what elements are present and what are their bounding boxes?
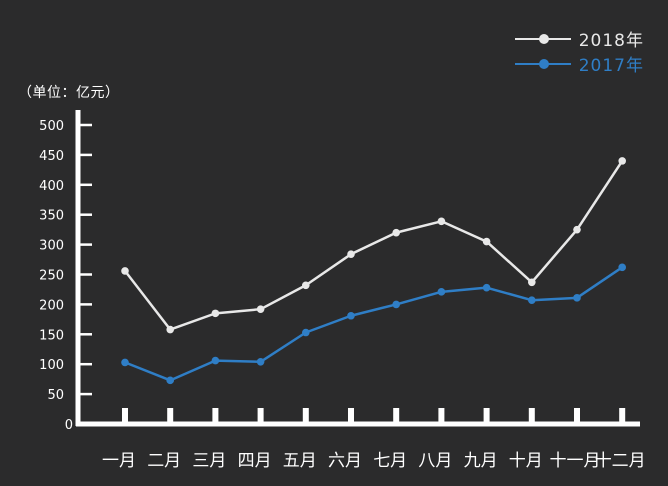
y-tick-label-400: 400 <box>39 179 64 194</box>
series-1-point-10 <box>528 296 536 305</box>
x-tick-label-12: 十二月 <box>595 451 646 471</box>
series-0-point-6 <box>347 250 355 258</box>
x-tick-label-1: 一月 <box>102 451 136 471</box>
series-0-point-5 <box>302 281 310 290</box>
series-0-point-12 <box>618 157 626 165</box>
legend-label-2018: 2018年 <box>578 31 644 51</box>
x-tick-6 <box>348 408 354 424</box>
x-tick-label-5: 五月 <box>283 451 317 471</box>
series-1-point-1 <box>121 358 129 367</box>
x-tick-3 <box>212 408 219 424</box>
x-tick-2 <box>167 408 174 424</box>
x-tick-1 <box>122 408 128 424</box>
y-tick-label-200: 200 <box>39 298 64 313</box>
x-tick-label-9: 九月 <box>464 451 498 471</box>
series-1-point-8 <box>437 288 446 296</box>
series-1-point-9 <box>482 283 491 292</box>
series-0-point-9 <box>482 237 491 246</box>
x-tick-10 <box>528 408 535 424</box>
x-tick-label-4: 四月 <box>238 451 272 471</box>
x-tick-9 <box>483 408 490 424</box>
x-tick-label-6: 六月 <box>328 451 362 471</box>
series-line-1 <box>124 266 623 382</box>
series-0-point-3 <box>211 309 220 318</box>
legend-label-2017: 2017年 <box>578 56 644 76</box>
series-0-point-7 <box>392 228 401 237</box>
series-1-point-4 <box>256 358 265 366</box>
series-1-point-12 <box>618 263 626 272</box>
x-tick-4 <box>257 408 264 424</box>
y-tick-label-250: 250 <box>39 269 64 284</box>
x-tick-label-7: 七月 <box>373 451 407 471</box>
series-0-point-11 <box>573 225 581 234</box>
y-tick-label-50: 50 <box>47 388 64 403</box>
series-0-point-4 <box>256 305 265 313</box>
series-0-point-1 <box>121 267 129 275</box>
series-1-point-5 <box>302 328 310 337</box>
y-tick-label-300: 300 <box>39 239 64 254</box>
y-tick-label-350: 350 <box>39 209 64 224</box>
x-tick-12 <box>619 408 626 424</box>
series-1-point-3 <box>211 356 220 365</box>
series-1-point-7 <box>392 300 401 309</box>
legend-line-2018 <box>514 33 571 44</box>
y-tick-label-100: 100 <box>39 358 64 373</box>
y-tick-label-150: 150 <box>39 328 64 343</box>
series-1-point-2 <box>166 376 174 385</box>
series-1-point-11 <box>573 294 581 302</box>
y-tick-label-450: 450 <box>39 149 64 164</box>
unit-label: （单位：亿元） <box>18 85 120 101</box>
series-0-point-8 <box>437 217 446 226</box>
legend-item-2018: 2018年 <box>514 26 644 51</box>
series-1-point-6 <box>347 311 355 320</box>
series-0-point-10 <box>528 278 536 287</box>
legend-item-2017: 2017年 <box>514 51 644 76</box>
legend: 2018年 2017年 <box>514 26 644 76</box>
legend-marker-2017 <box>538 58 549 69</box>
x-tick-5 <box>302 408 309 424</box>
x-tick-label-10: 十月 <box>509 451 543 471</box>
series-line-0 <box>124 160 624 331</box>
x-tick-label-11: 十一月 <box>550 451 601 471</box>
x-tick-label-2: 二月 <box>147 451 181 471</box>
y-tick-label-0: 0 <box>65 418 73 433</box>
series-0-point-2 <box>166 325 174 334</box>
y-tick-label-500: 500 <box>39 119 64 134</box>
legend-line-2017 <box>514 58 571 69</box>
legend-marker-2018 <box>538 33 549 44</box>
x-tick-label-3: 三月 <box>192 451 226 471</box>
x-tick-7 <box>393 408 400 424</box>
x-tick-8 <box>438 408 445 424</box>
x-tick-11 <box>574 408 580 424</box>
x-tick-label-8: 八月 <box>418 451 452 471</box>
